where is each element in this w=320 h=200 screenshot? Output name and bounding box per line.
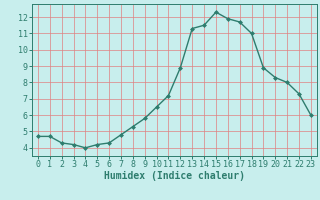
X-axis label: Humidex (Indice chaleur): Humidex (Indice chaleur) bbox=[104, 171, 245, 181]
